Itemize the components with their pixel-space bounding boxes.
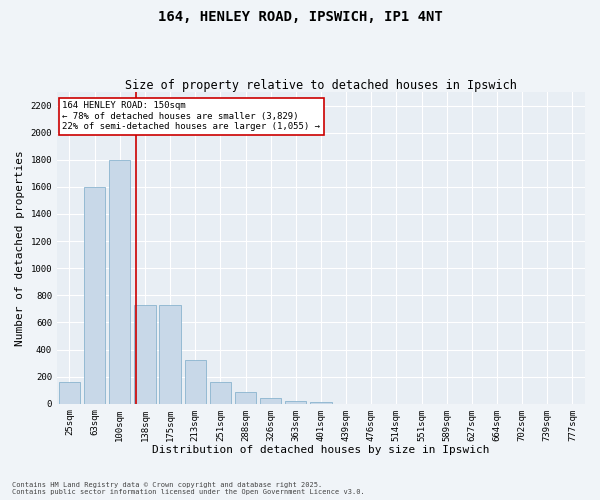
Title: Size of property relative to detached houses in Ipswich: Size of property relative to detached ho… (125, 79, 517, 92)
Bar (285, 401, 307, 404)
Bar (235, 392, 256, 404)
Bar (134, 305, 155, 404)
Text: 164, HENLEY ROAD, IPSWICH, IP1 4NT: 164, HENLEY ROAD, IPSWICH, IP1 4NT (158, 10, 442, 24)
Bar (209, 382, 231, 404)
Bar (59, 382, 80, 404)
Bar (160, 305, 181, 404)
Text: Contains HM Land Registry data © Crown copyright and database right 2025.
Contai: Contains HM Land Registry data © Crown c… (12, 482, 365, 495)
Bar (260, 398, 281, 404)
Text: 164 HENLEY ROAD: 150sqm
← 78% of detached houses are smaller (3,829)
22% of semi: 164 HENLEY ROAD: 150sqm ← 78% of detache… (62, 102, 320, 131)
Bar (109, 160, 130, 404)
Bar (84, 187, 106, 404)
X-axis label: Distribution of detached houses by size in Ipswich: Distribution of detached houses by size … (152, 445, 490, 455)
Bar (185, 360, 206, 404)
Bar (310, 402, 332, 404)
Y-axis label: Number of detached properties: Number of detached properties (15, 150, 25, 346)
